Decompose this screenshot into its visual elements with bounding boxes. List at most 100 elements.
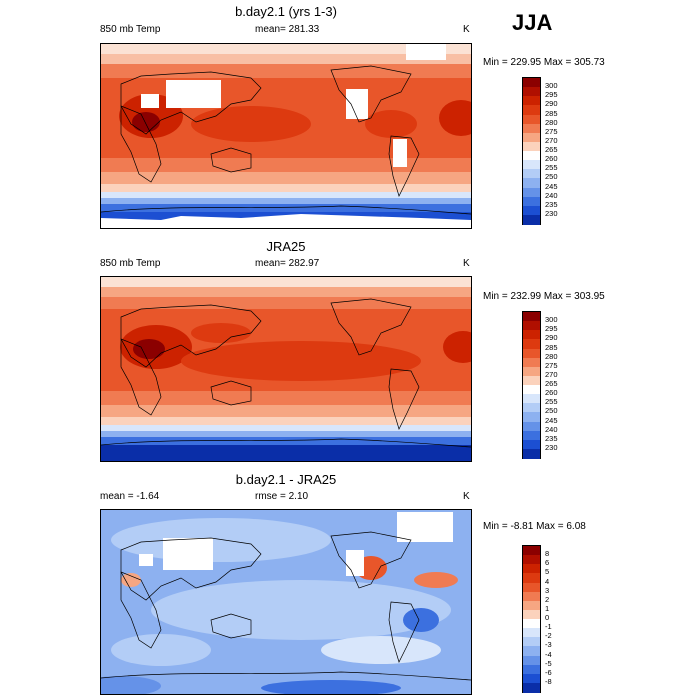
panel1-left-label: 850 mb Temp <box>100 24 161 35</box>
colorbar-swatch <box>523 205 540 216</box>
colorbar-swatch <box>523 619 540 629</box>
colorbar-tick-label: 2 <box>545 594 550 604</box>
season-label: JJA <box>512 10 553 35</box>
colorbar-swatch <box>523 664 540 675</box>
colorbar-tick-label: 0 <box>545 613 550 622</box>
colorbar-tick-label: 6 <box>545 558 550 568</box>
colorbar-tick-label: 285 <box>545 342 558 352</box>
colorbar-tick-label: 260 <box>545 154 558 164</box>
colorbar-tick-label: 250 <box>545 172 558 182</box>
colorbar-swatch <box>523 439 540 450</box>
colorbar-swatch <box>523 196 540 207</box>
panel3-left-label: mean = -1.64 <box>100 491 160 502</box>
colorbar-swatch <box>523 123 540 134</box>
panel2-colorbar <box>522 311 541 459</box>
colorbar-swatch <box>523 330 540 340</box>
colorbar-tick-label: 235 <box>545 433 558 443</box>
colorbar-swatch <box>523 673 540 684</box>
colorbar-tick-label: 280 <box>545 351 558 361</box>
colorbar-swatch <box>523 385 540 395</box>
colorbar-tick-label: 235 <box>545 199 558 209</box>
colorbar-tick-label: 255 <box>545 163 558 173</box>
colorbar-swatch <box>523 628 540 638</box>
colorbar-tick-label: 270 <box>545 369 558 379</box>
colorbar-swatch <box>523 114 540 125</box>
colorbar-swatch <box>523 655 540 666</box>
colorbar-swatch <box>523 214 540 225</box>
colorbar-swatch <box>523 582 540 593</box>
colorbar-swatch <box>523 394 540 404</box>
colorbar-tick-label: 1 <box>545 603 550 613</box>
colorbar-tick-label: 230 <box>545 442 558 452</box>
panel2-center-label: mean= 282.97 <box>255 258 320 269</box>
colorbar-tick-label: 300 <box>545 81 558 91</box>
panel3-units: K <box>463 491 470 502</box>
colorbar-tick-label: 255 <box>545 397 558 407</box>
colorbar-swatch <box>523 312 540 322</box>
panel1-map <box>100 43 472 229</box>
colorbar-tick-label: 240 <box>545 190 558 200</box>
colorbar-tick-label: 275 <box>545 360 558 370</box>
colorbar-swatch <box>523 348 540 359</box>
colorbar-swatch <box>523 78 540 88</box>
panel2-units: K <box>463 258 470 269</box>
colorbar-swatch <box>523 339 540 349</box>
colorbar-tick-label: 285 <box>545 108 558 118</box>
colorbar-swatch <box>523 366 540 377</box>
colorbar-tick-label: 4 <box>545 576 550 586</box>
colorbar-swatch <box>523 573 540 583</box>
colorbar-swatch <box>523 637 540 647</box>
panel3-map <box>100 509 472 695</box>
colorbar-tick-label: -8 <box>545 676 552 686</box>
colorbar-tick-label: 245 <box>545 415 558 425</box>
colorbar-swatch <box>523 591 540 602</box>
panel2-minmax: Min = 232.99 Max = 303.95 <box>483 291 605 302</box>
colorbar-tick-label: -4 <box>545 649 552 659</box>
panel2-left-label: 850 mb Temp <box>100 258 161 269</box>
colorbar-swatch <box>523 169 540 179</box>
colorbar-swatch <box>523 87 540 97</box>
panel3-center-label: rmse = 2.10 <box>255 491 309 502</box>
colorbar-tick-label: 280 <box>545 117 558 127</box>
colorbar-tick-label: 8 <box>545 549 550 559</box>
colorbar-swatch <box>523 609 540 620</box>
colorbar-tick-label: 300 <box>545 315 558 325</box>
panel1-minmax: Min = 229.95 Max = 305.73 <box>483 57 605 68</box>
colorbar-tick-label: 230 <box>545 208 558 218</box>
panel1-units: K <box>463 24 470 35</box>
colorbar-tick-label: 240 <box>545 424 558 434</box>
panel3-title: b.day2.1 - JRA25 <box>235 472 337 487</box>
colorbar-swatch <box>523 357 540 368</box>
colorbar-swatch <box>523 321 540 331</box>
colorbar-tick-label: 260 <box>545 388 558 398</box>
colorbar-swatch <box>523 105 540 115</box>
colorbar-tick-label: 270 <box>545 135 558 145</box>
panel3-minmax: Min = -8.81 Max = 6.08 <box>483 521 586 532</box>
panel2-map <box>100 276 472 462</box>
colorbar-tick-label: 295 <box>545 90 558 100</box>
colorbar-swatch <box>523 403 540 413</box>
colorbar-tick-label: -1 <box>545 622 552 632</box>
colorbar-swatch <box>523 412 540 422</box>
colorbar-tick-label: 275 <box>545 126 558 136</box>
colorbar-swatch <box>523 564 540 574</box>
colorbar-tick-label: 5 <box>545 567 550 577</box>
colorbar-swatch <box>523 178 540 188</box>
colorbar-swatch <box>523 151 540 161</box>
colorbar-swatch <box>523 448 540 459</box>
colorbar-swatch <box>523 682 540 693</box>
colorbar-swatch <box>523 132 540 143</box>
panel1-colorbar <box>522 77 541 225</box>
colorbar-tick-label: 245 <box>545 181 558 191</box>
colorbar-tick-label: 250 <box>545 406 558 416</box>
colorbar-swatch <box>523 160 540 170</box>
colorbar-swatch <box>523 96 540 106</box>
panel3-colorbar <box>522 545 541 693</box>
colorbar-swatch <box>523 187 540 198</box>
colorbar-swatch <box>523 141 540 152</box>
colorbar-tick-label: -2 <box>545 631 552 641</box>
colorbar-swatch <box>523 646 540 656</box>
panel1-title: b.day2.1 (yrs 1-3) <box>235 4 337 19</box>
colorbar-tick-label: 290 <box>545 99 558 109</box>
colorbar-tick-label: 295 <box>545 324 558 334</box>
